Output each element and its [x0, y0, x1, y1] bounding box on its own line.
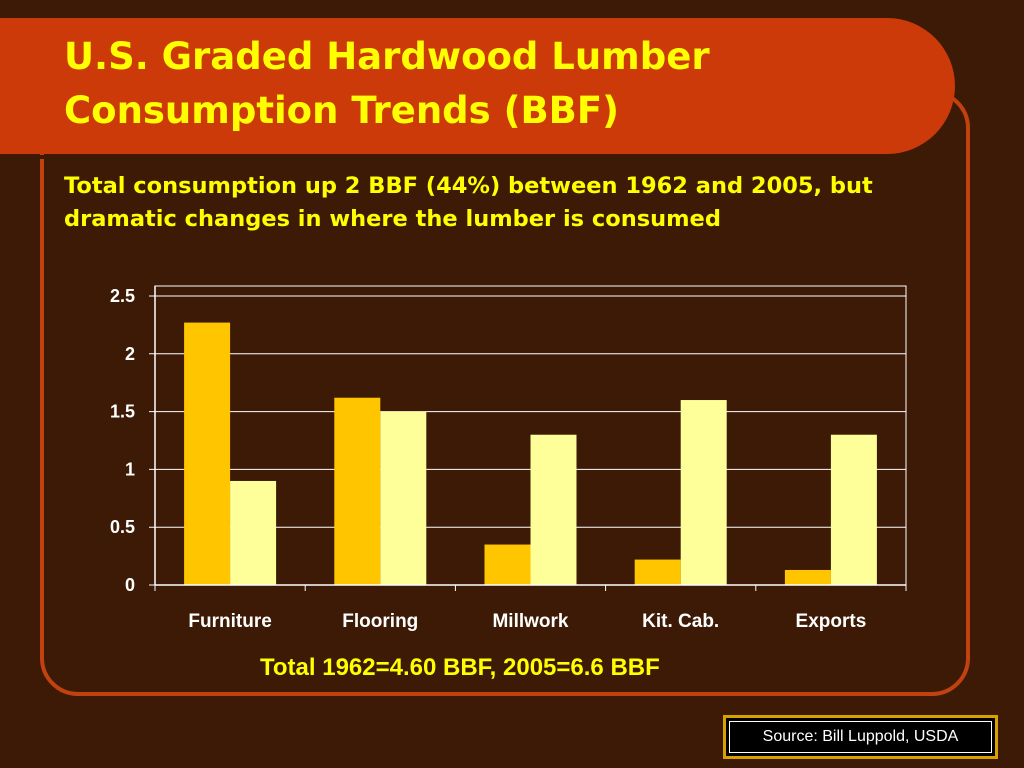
x-category-label: Exports: [796, 611, 867, 632]
x-category-label: Millwork: [492, 611, 568, 632]
x-category-label: Furniture: [188, 611, 271, 632]
bar: [680, 400, 727, 585]
bar: [380, 411, 427, 585]
y-tick-label: 2.5: [110, 286, 135, 306]
y-tick-label: 2: [125, 344, 135, 364]
bar: [334, 397, 381, 585]
y-tick-label: 0: [125, 575, 135, 595]
slide-subtitle: Total consumption up 2 BBF (44%) between…: [64, 173, 873, 232]
bar: [530, 434, 577, 585]
source-box: Source: Bill Luppold, USDA: [723, 715, 998, 759]
y-tick-label: 0.5: [110, 517, 135, 537]
bar: [484, 544, 531, 585]
bar: [230, 480, 277, 585]
bar: [184, 322, 231, 585]
title-bar: [0, 18, 955, 159]
source-label: Source: Bill Luppold, USDA: [729, 721, 992, 753]
bar: [634, 559, 681, 585]
bar: [830, 434, 877, 585]
bar: [784, 569, 831, 585]
total-note: Total 1962=4.60 BBF, 2005=6.6 BBF: [260, 654, 660, 681]
title-underline: [0, 155, 905, 159]
x-category-label: Flooring: [342, 611, 418, 632]
y-tick-label: 1: [125, 459, 135, 479]
x-category-label: Kit. Cab.: [642, 611, 719, 632]
slide-title: U.S. Graded Hardwood Lumber Consumption …: [64, 35, 710, 132]
y-tick-label: 1.5: [110, 402, 135, 422]
